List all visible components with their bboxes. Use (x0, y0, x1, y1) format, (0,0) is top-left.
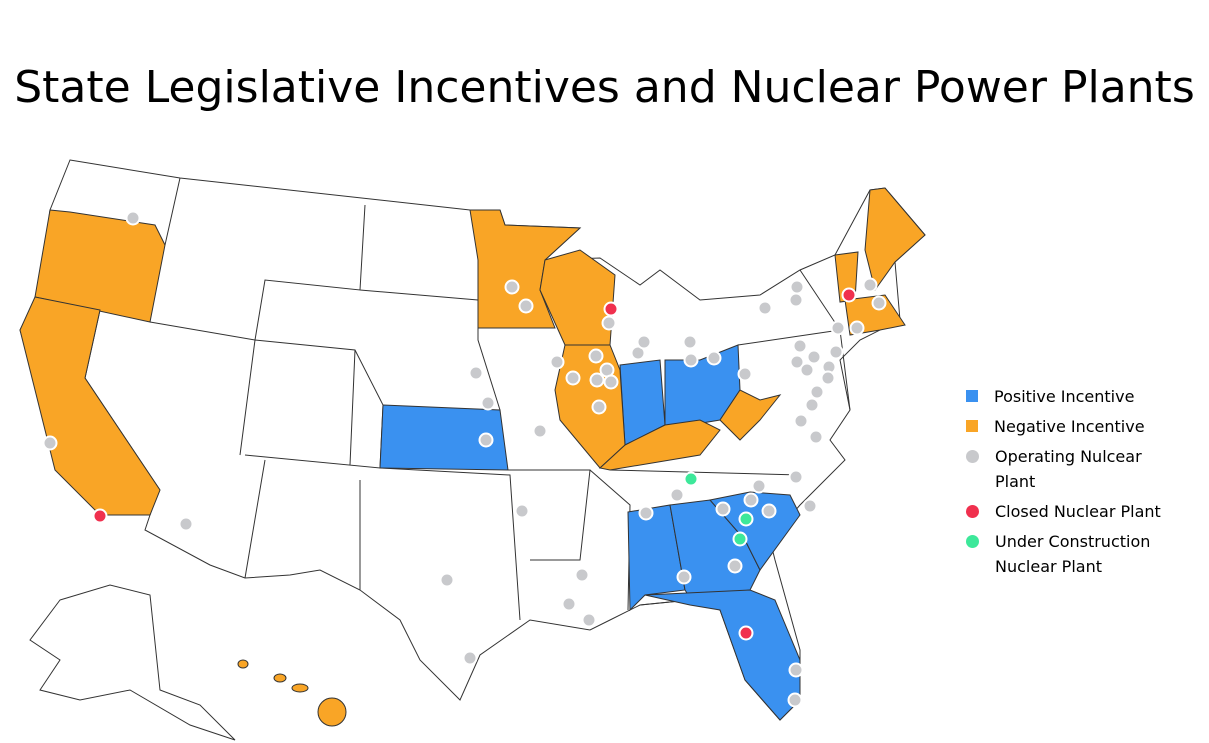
legend-item: Negative Incentive (962, 414, 1172, 439)
plant-marker (757, 300, 773, 316)
plant-marker (715, 501, 731, 517)
alaska (29, 584, 236, 741)
legend-item: Under Construction Nuclear Plant (962, 529, 1172, 579)
plant-marker (788, 662, 804, 678)
legend-label: Positive Incentive (994, 387, 1135, 406)
plant-marker (830, 320, 846, 336)
plant-marker (636, 334, 652, 350)
legend-label: Closed Nuclear Plant (995, 502, 1161, 521)
plant-marker (518, 298, 534, 314)
positive-states (379, 344, 801, 721)
plant-marker (793, 413, 809, 429)
plant-marker (581, 612, 597, 628)
plant-marker (808, 429, 824, 445)
plant-marker (683, 352, 699, 368)
plants (42, 210, 887, 708)
hawaii (237, 659, 249, 669)
plant-marker (809, 384, 825, 400)
plant-marker (862, 277, 878, 293)
plant-marker (638, 505, 654, 521)
plant-marker (468, 365, 484, 381)
plant-marker (706, 350, 722, 366)
legend-label: Negative Incentive (994, 417, 1145, 436)
plant-marker (804, 397, 820, 413)
alabama (627, 504, 686, 612)
plant-marker (532, 423, 548, 439)
plant-marker (603, 374, 619, 390)
legend-swatch (966, 505, 979, 518)
plant-marker (439, 572, 455, 588)
legend-swatch (966, 535, 979, 548)
plant-marker (802, 498, 818, 514)
plant-marker (565, 370, 581, 386)
title: State Legislative Incentives and Nuclear… (14, 62, 1195, 113)
legend-item: Operating Nulcear Plant (962, 444, 1172, 494)
plant-marker (42, 435, 58, 451)
plant-marker (92, 508, 108, 524)
kansas (379, 404, 509, 471)
plant-marker (669, 487, 685, 503)
plant-marker (727, 558, 743, 574)
plant-marker (820, 370, 836, 386)
plant-marker (561, 596, 577, 612)
plant-marker (514, 503, 530, 519)
plant-marker (787, 692, 803, 708)
plant-marker (789, 354, 805, 370)
legend-item: Positive Incentive (962, 384, 1172, 409)
legend-item: Closed Nuclear Plant (962, 499, 1172, 524)
legend-swatch (966, 450, 979, 463)
hawaii (273, 673, 287, 683)
plant-marker (871, 295, 887, 311)
plant-marker (588, 348, 604, 364)
plant-marker (743, 492, 759, 508)
plant-marker (732, 531, 748, 547)
plant-marker (828, 344, 844, 360)
plant-marker (676, 569, 692, 585)
hawaii (291, 683, 309, 693)
plant-marker (788, 292, 804, 308)
plant-marker (789, 279, 805, 295)
plant-marker (478, 432, 494, 448)
hawaii (317, 697, 347, 727)
plant-marker (591, 399, 607, 415)
plant-marker (738, 625, 754, 641)
legend-label: Under Construction Nuclear Plant (995, 532, 1151, 576)
plant-marker (751, 478, 767, 494)
plant-marker (601, 315, 617, 331)
plant-marker (737, 366, 753, 382)
plant-marker (603, 301, 619, 317)
plant-marker (849, 320, 865, 336)
plant-marker (682, 334, 698, 350)
plant-marker (841, 287, 857, 303)
plant-marker (792, 338, 808, 354)
plant-marker (738, 511, 754, 527)
plant-marker (462, 650, 478, 666)
plant-marker (178, 516, 194, 532)
plant-marker (683, 471, 699, 487)
plant-marker (799, 362, 815, 378)
legend: Positive Incentive Negative Incentive Oper… (962, 384, 1172, 584)
plant-marker (480, 395, 496, 411)
plant-marker (589, 372, 605, 388)
california (19, 296, 161, 516)
legend-swatch (966, 420, 978, 432)
plant-marker (806, 349, 822, 365)
kentucky (598, 419, 721, 471)
plant-marker (761, 503, 777, 519)
legend-label: Operating Nulcear Plant (995, 447, 1142, 491)
maine (864, 187, 926, 292)
legend-swatch (966, 390, 978, 402)
florida (644, 589, 801, 721)
plant-marker (549, 354, 565, 370)
west-virginia (719, 389, 782, 441)
plant-marker (125, 210, 141, 226)
plant-marker (504, 279, 520, 295)
plant-marker (788, 469, 804, 485)
plant-marker (574, 567, 590, 583)
